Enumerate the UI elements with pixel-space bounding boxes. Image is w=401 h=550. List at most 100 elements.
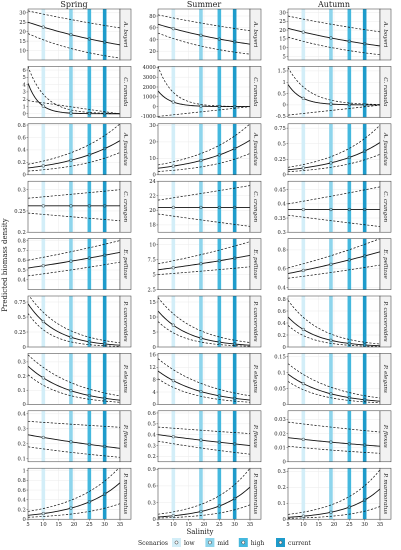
scenario-point-high (87, 393, 91, 398)
y-tick-label: -0.5 (276, 114, 286, 120)
legend-item: high (238, 538, 264, 547)
x-tick-label: 15 (315, 522, 322, 528)
scenario-band-high (217, 9, 222, 60)
legend-marker (278, 540, 283, 545)
species-label: P. elegans (122, 364, 128, 393)
panel: 0 0.2 0.4 0.6 0.8 P. canceroides (278, 295, 392, 351)
species-strip (119, 467, 132, 520)
scenario-point-high (217, 37, 221, 41)
x-tick-label: 5 (26, 522, 29, 528)
y-axis-title: Predicted biomass density (1, 218, 9, 311)
species-strip (249, 467, 262, 520)
y-tick-label: 0 (152, 173, 155, 179)
y-tick-label: 0.2 (278, 485, 286, 491)
scenario-point-mid (329, 440, 333, 444)
scenario-point-low (171, 100, 175, 104)
scenario-band-current (362, 468, 367, 520)
scenario-point-mid (199, 438, 203, 442)
y-tick-label: 0 (282, 460, 285, 466)
scenario-point-low (41, 25, 45, 29)
ci-upper-line (158, 426, 250, 434)
y-tick-label: 0.2 (18, 442, 26, 448)
ci-upper-line (28, 240, 120, 261)
scenario-point-high (347, 103, 351, 107)
scenario-point-high (87, 111, 91, 116)
y-tick-label: 20 (279, 28, 286, 34)
y-tick-label: 0.5 (148, 422, 156, 428)
scenario-point-low (171, 323, 175, 327)
scenario-band-current (232, 353, 237, 405)
scenario-point-current (363, 207, 367, 212)
scenario-point-current (363, 254, 367, 258)
y-tick-label: 40 (149, 37, 156, 43)
ci-upper-line (158, 66, 250, 107)
scenario-band-current (232, 296, 237, 347)
scenario-point-mid (69, 111, 73, 115)
species-strip (119, 410, 132, 463)
y-tick-label: 0.2 (18, 160, 26, 166)
y-tick-label: 0 (152, 402, 155, 408)
ci-lower-line (288, 104, 380, 116)
species-strip (119, 8, 132, 61)
scenario-band-mid (199, 296, 203, 347)
x-tick-label: 10 (170, 522, 177, 528)
scenario-point-high (217, 153, 221, 157)
y-tick-label: 0.6 (278, 267, 286, 273)
scenario-band-high (217, 410, 222, 462)
scenario-band-low (41, 66, 46, 118)
scenario-band-mid (199, 468, 203, 520)
species-label: A. fasciatus (252, 132, 258, 166)
ci-upper-line (288, 15, 380, 33)
species-strip (249, 353, 262, 405)
scenario-band-mid (329, 410, 333, 462)
species-label: C. ramada (122, 77, 128, 106)
y-tick-label: 0.8 (18, 238, 26, 244)
y-tick-label: 0.25 (14, 209, 26, 215)
scenario-point-low (301, 437, 305, 442)
scenario-point-high (217, 259, 221, 263)
legend-label: low (184, 540, 196, 547)
scenario-band-mid (69, 296, 73, 347)
y-tick-label: 6 (22, 68, 25, 74)
y-tick-label: 0.15 (274, 354, 286, 360)
panel: 2.5 5 7.5 10 E. pellizae (148, 238, 262, 293)
scenario-point-low (301, 207, 305, 212)
scenario-band-current (232, 66, 237, 118)
y-tick-label: 0.6 (148, 484, 156, 490)
scenario-band-current (362, 410, 367, 462)
species-strip (119, 123, 132, 176)
panel: 0 5 10 15 P. canceroides (149, 295, 262, 351)
scenario-point-high (347, 505, 351, 509)
scenario-band-low (171, 296, 176, 347)
y-tick-label: 0.75 (14, 300, 26, 306)
y-tick-label: 0 (282, 517, 285, 523)
species-strip (379, 353, 392, 405)
scenario-point-high (347, 341, 351, 346)
panel: 0 10 20 30 A. fasciatus (149, 123, 262, 179)
scenario-point-high (87, 256, 91, 260)
scenario-point-current (103, 146, 107, 151)
ci-lower-line (28, 152, 120, 172)
scenario-point-high (217, 440, 221, 444)
species-strip (119, 295, 132, 348)
ci-upper-line (158, 297, 250, 343)
scenario-point-current (233, 205, 237, 210)
ci-lower-line (288, 153, 380, 173)
y-tick-label: 25 (279, 19, 286, 25)
y-tick-label: 80 (149, 14, 156, 20)
scenario-point-high (347, 39, 351, 43)
y-tick-label: 0.8 (18, 478, 26, 484)
y-tick-label: 1.5 (278, 69, 286, 75)
ci-lower-line (158, 378, 250, 403)
y-tick-label: 0.4 (278, 202, 287, 208)
y-tick-label: 0.2 (18, 230, 26, 236)
species-label: P. marmoratus (382, 472, 388, 514)
y-tick-label: 0.4 (148, 432, 157, 438)
scenario-band-mid (329, 468, 333, 520)
scenario-point-current (103, 444, 107, 449)
ci-upper-line (288, 238, 380, 269)
scenario-band-low (301, 123, 306, 175)
ci-upper-line (158, 468, 250, 515)
scenario-band-current (102, 353, 107, 405)
